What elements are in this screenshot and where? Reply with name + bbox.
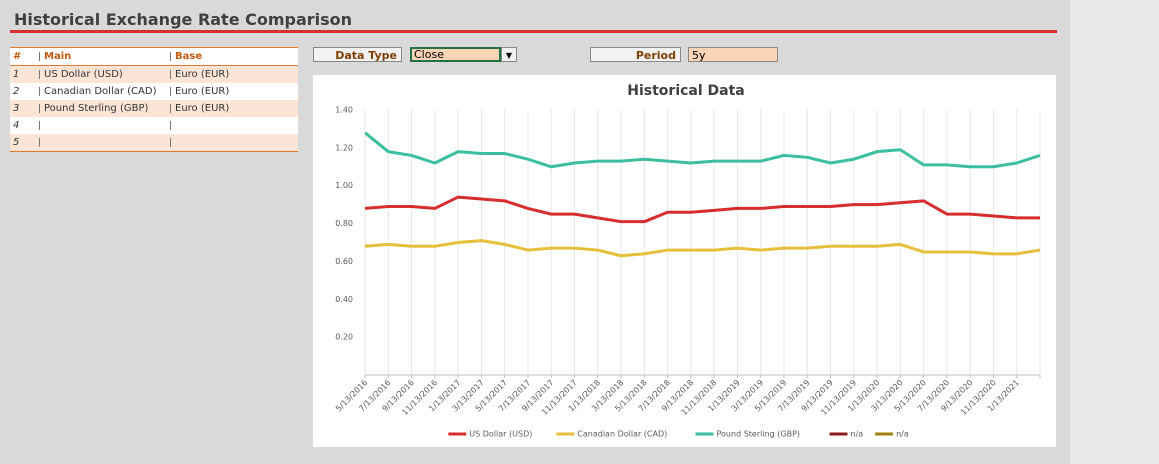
legend-label: Canadian Dollar (CAD) xyxy=(577,430,667,439)
legend-label: n/a xyxy=(851,430,864,439)
row-number: 2 xyxy=(13,86,20,97)
chart-area: Historical Data 0.20 0.40 0.60 0.80 1.00 1.20… xyxy=(313,75,1056,447)
table-row: 5 xyxy=(10,134,298,151)
period-input[interactable]: 5y xyxy=(688,47,778,62)
header-cell: # xyxy=(13,51,20,62)
table-row: 3 Pound Sterling (GBP) Euro (EUR) xyxy=(10,100,298,117)
base-currency: Euro (EUR) xyxy=(170,87,229,97)
base-currency: Euro (EUR) xyxy=(170,104,229,114)
row-number: 5 xyxy=(13,137,20,148)
period-label: Period xyxy=(590,47,681,62)
row-number: 1 xyxy=(13,69,20,80)
y-tick-label: 1.00 xyxy=(335,181,353,190)
series-line xyxy=(364,195,1040,224)
main-currency: Pound Sterling (GBP) xyxy=(39,104,170,114)
legend-label: US Dollar (USD) xyxy=(469,430,532,439)
main-currency: US Dollar (USD) xyxy=(39,70,170,80)
table-row: 4 xyxy=(10,117,298,134)
title-rule xyxy=(10,30,1057,33)
y-tick-label: 0.60 xyxy=(335,257,353,266)
row-number: 4 xyxy=(13,120,20,131)
y-tick-label: 0.20 xyxy=(335,333,353,342)
main-currency: Canadian Dollar (CAD) xyxy=(39,87,170,97)
y-tick-label: 1.40 xyxy=(335,106,353,115)
header-cell: Base xyxy=(170,52,202,62)
data-type-select[interactable]: Close xyxy=(410,47,501,62)
legend-label: Pound Sterling (GBP) xyxy=(717,430,801,439)
data-type-label: Data Type xyxy=(313,47,402,62)
row-number: 3 xyxy=(13,103,20,114)
base-currency: Euro (EUR) xyxy=(170,70,229,80)
y-tick-label: 0.80 xyxy=(335,219,353,228)
currency-table: # Main Base 1 US Dollar (USD) Euro (EUR) 2 Cana… xyxy=(10,47,298,152)
table-row: 2 Canadian Dollar (CAD) Euro (EUR) xyxy=(10,83,298,100)
y-tick-label: 1.20 xyxy=(335,143,353,152)
series-line xyxy=(364,239,1041,258)
chart: Historical Data 0.20 0.40 0.60 0.80 1.00 1.20… xyxy=(334,83,1041,439)
chart-title: Historical Data xyxy=(627,83,745,99)
main-currency xyxy=(39,121,170,130)
legend-label: n/a xyxy=(896,430,909,439)
main-currency xyxy=(39,138,170,147)
base-currency xyxy=(170,121,175,130)
y-tick-label: 0.40 xyxy=(335,295,353,304)
table-header: # Main Base xyxy=(10,47,298,66)
series-line xyxy=(364,131,1041,169)
header-cell: Main xyxy=(39,52,170,62)
page-title: Historical Exchange Rate Comparison xyxy=(14,10,353,29)
base-currency xyxy=(170,138,175,147)
sheet: Historical Exchange Rate Comparison # Mai… xyxy=(0,0,1070,464)
dropdown-arrow[interactable]: ▼ xyxy=(501,47,517,62)
table-row: 1 US Dollar (USD) Euro (EUR) xyxy=(10,66,298,83)
